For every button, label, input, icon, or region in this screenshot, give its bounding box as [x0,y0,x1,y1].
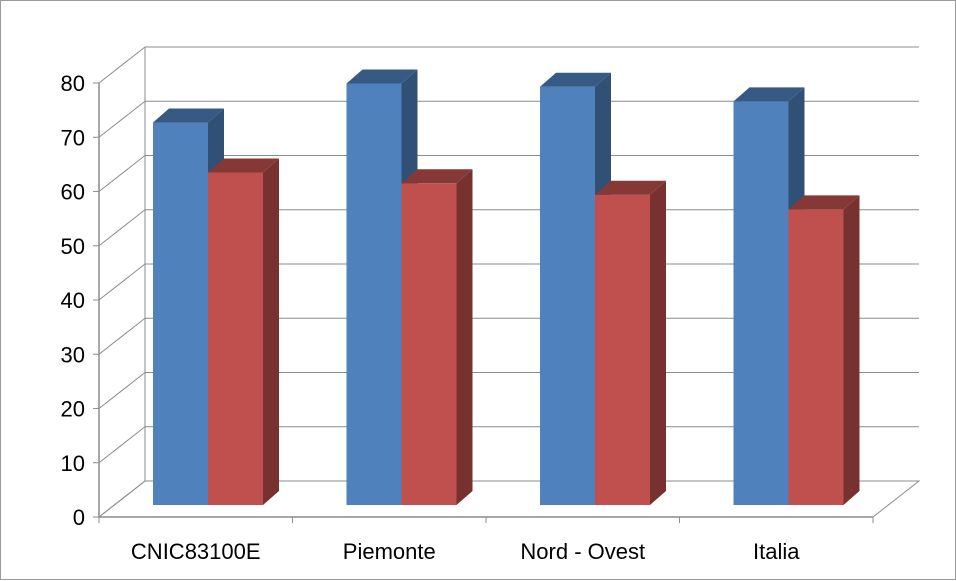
y-tick-label: 0 [73,505,85,530]
bar-side [650,180,666,505]
gridline-side [98,263,146,301]
y-tick-label: 30 [61,342,85,367]
bar-side [263,158,279,505]
gridline-side [98,372,146,409]
bar [788,195,860,505]
gridline-side [98,317,146,355]
y-tick-label: 50 [61,234,85,259]
y-tick-label: 10 [61,451,85,476]
bar [208,158,279,505]
gridline-side [98,155,146,192]
bar-front [733,101,789,505]
bar-front [346,83,402,505]
bar-front [208,172,263,505]
bar-top [401,169,473,184]
bar-front [540,86,595,506]
x-category-label: Italia [753,539,800,564]
bar-top [733,87,805,102]
bar-side [843,195,860,505]
axis-labels: 0 10 20 30 40 50 60 70 80 CNIC83100E Piemonte Nord … [61,71,801,564]
bar [595,180,666,505]
x-category-label: CNIC83100E [131,539,261,564]
bar-top [788,195,860,210]
axes [93,82,874,523]
y-tick-label: 70 [61,125,85,150]
bar-top [153,108,224,123]
x-category-label: Piemonte [343,539,436,564]
bar [401,169,473,506]
bar-front [153,122,208,505]
gridline-side [98,100,146,138]
bar-top [595,180,666,195]
bar-front [788,209,844,505]
gridline-side [98,209,146,247]
bar-front [401,183,457,506]
bar-top [540,72,611,87]
bar-top [346,69,418,84]
gridline-side [98,426,146,464]
y-tick-label: 40 [61,288,85,313]
bar-front [595,194,650,505]
y-tick-label: 60 [61,180,85,205]
bars [153,69,860,506]
y-tick-label: 20 [61,397,85,422]
gridline-side [98,46,146,84]
y-tick-label: 80 [61,71,85,96]
bar-top [208,158,279,173]
bar-side [456,169,473,506]
x-category-label: Nord - Ovest [520,539,645,564]
